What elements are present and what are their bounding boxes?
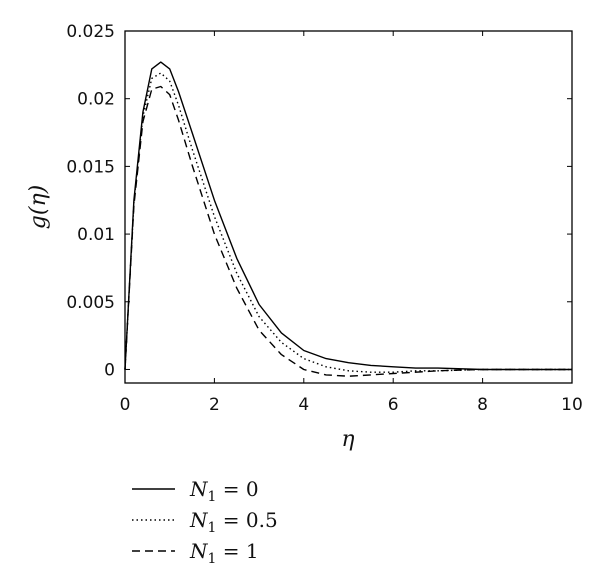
x-axis-title: η — [341, 427, 354, 452]
series-lines — [124, 61, 572, 377]
series-line-1 — [124, 61, 572, 371]
x-axis: 0 2 4 6 8 10 — [120, 31, 583, 415]
x-tick-label: 0 — [120, 395, 131, 415]
y-tick-label: 0.01 — [77, 225, 115, 245]
y-tick-label: 0.025 — [66, 22, 115, 42]
y-tick-label: 0 — [104, 360, 115, 380]
y-tick-label: 0.02 — [77, 90, 115, 110]
x-tick-label: 2 — [209, 395, 220, 415]
y-tick-label: 0.005 — [66, 293, 115, 313]
y-tick-label: 0.015 — [66, 157, 115, 177]
legend: N1 = 0 N1 = 0.5 N1 = 1 — [132, 477, 278, 567]
legend-label-2: N1 = 0.5 — [189, 508, 278, 536]
x-tick-label: 4 — [298, 395, 309, 415]
x-tick-label: 10 — [561, 395, 583, 415]
x-tick-label: 8 — [477, 395, 488, 415]
x-tick-label: 6 — [388, 395, 399, 415]
plot-frame — [124, 30, 573, 384]
series-line-3 — [124, 85, 572, 377]
y-axis-title: g(η) — [26, 185, 51, 229]
y-axis: 0 0.005 0.01 0.015 0.02 0.025 — [66, 22, 572, 380]
series-line-2 — [124, 72, 572, 373]
legend-label-3: N1 = 1 — [189, 539, 259, 567]
legend-label-1: N1 = 0 — [189, 477, 259, 505]
